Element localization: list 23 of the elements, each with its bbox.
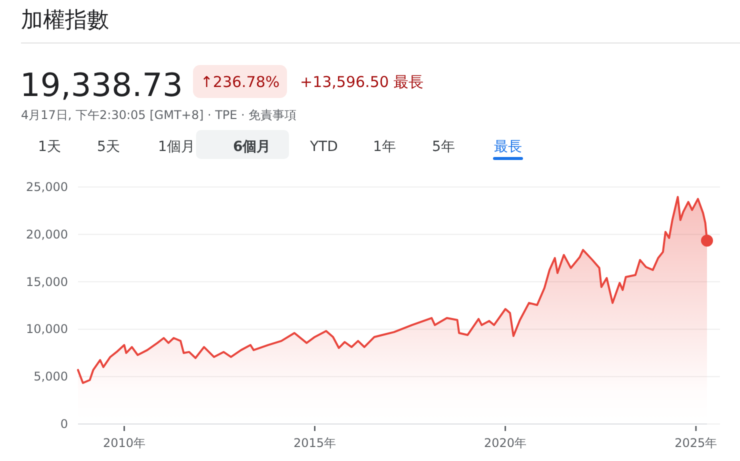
text: YTD xyxy=(309,139,338,155)
x-tick-label: 2025年 xyxy=(674,436,718,450)
y-tick-label: 0 xyxy=(60,417,68,431)
text: 19,338.73 xyxy=(20,66,183,104)
y-tick-label: 15,000 xyxy=(26,274,68,289)
text: ↑236.78% xyxy=(200,73,280,91)
y-tick-label: 5,000 xyxy=(34,370,68,384)
x-tick-label: 2010年 xyxy=(102,436,146,450)
y-tick-label: 10,000 xyxy=(26,322,68,336)
text: 5年 xyxy=(432,139,455,155)
chart-title: 加權指數 xyxy=(21,8,109,33)
text: 1年 xyxy=(373,139,396,155)
x-tick-label: 2015年 xyxy=(293,436,336,450)
text: 4月17日, 下午2:30:05 [GMT+8] · TPE · 免責事項 xyxy=(21,108,297,122)
text: 最長 xyxy=(494,139,522,155)
text: 5天 xyxy=(97,139,120,155)
y-tick-label: 25,000 xyxy=(26,180,68,194)
text: +13,596.50 最長 xyxy=(300,73,424,91)
x-tick-label: 2020年 xyxy=(484,436,527,450)
text: 6個月 xyxy=(233,139,271,155)
text: 1個月 xyxy=(158,139,195,155)
y-tick-label: 20,000 xyxy=(26,227,68,242)
text: 1天 xyxy=(38,139,61,155)
